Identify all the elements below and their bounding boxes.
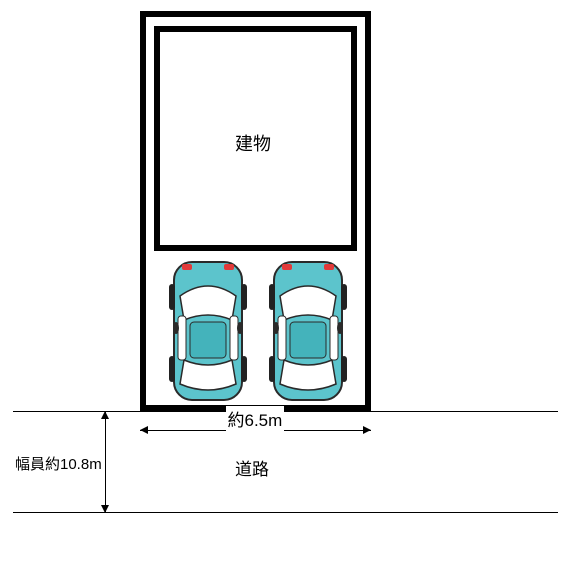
arrow-left-icon <box>140 426 148 434</box>
car-icon <box>160 256 256 406</box>
building-label: 建物 <box>235 130 271 156</box>
road-width-label: 幅員約10.8m <box>13 453 104 474</box>
arrow-up-icon <box>101 411 109 419</box>
parked-car <box>260 256 356 406</box>
site-plan: 建物 <box>0 0 570 570</box>
car-icon <box>260 256 356 406</box>
road-label: 道路 <box>235 455 269 480</box>
arrow-down-icon <box>101 505 109 513</box>
road-width-dim-line <box>105 411 106 513</box>
lot-width-label: 約6.5m <box>226 406 285 431</box>
arrow-right-icon <box>363 426 371 434</box>
parked-car <box>160 256 256 406</box>
